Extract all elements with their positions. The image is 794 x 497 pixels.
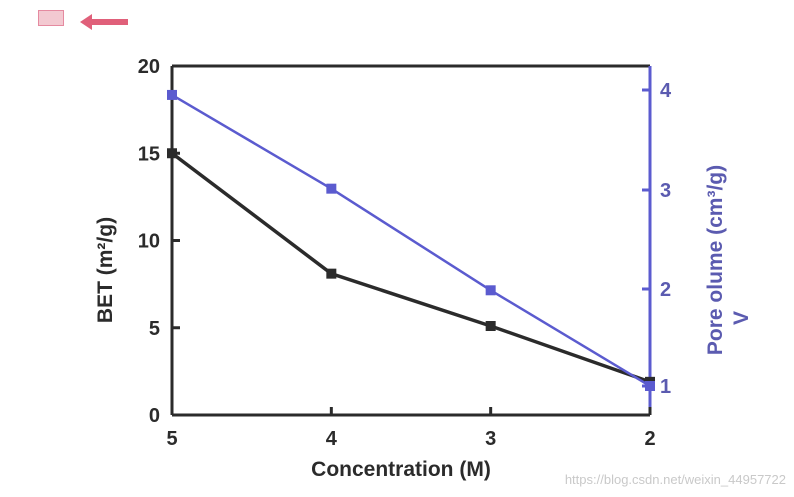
x-tick-label-4: 4 [326, 428, 338, 450]
series-layer [167, 89, 655, 391]
y2-tick-label-4: 4 [660, 80, 672, 102]
y-axis-title: BET (m²/g) [94, 217, 117, 323]
series-0-point-1 [326, 268, 337, 279]
series-1-point-2 [485, 285, 496, 296]
y2-tick-label-1: 1 [660, 376, 671, 398]
y2-tick-label-2: 2 [660, 279, 671, 301]
x-tick-label-3: 3 [485, 428, 496, 450]
x-tick-label-5: 5 [166, 428, 177, 450]
y-tick-label-10: 10 [138, 231, 160, 253]
series-0-point-2 [485, 321, 496, 332]
y-tick-label-15: 15 [138, 143, 160, 165]
y-tick-label-20: 20 [138, 56, 160, 78]
y2-tick-label-3: 3 [660, 180, 671, 202]
watermark: https://blog.csdn.net/weixin_44957722 [564, 472, 786, 487]
series-1-point-0 [167, 89, 177, 100]
series-0-point-0 [167, 148, 177, 159]
series-1-point-1 [326, 183, 337, 194]
corner-label-icon [38, 10, 64, 26]
series-line-0 [170, 151, 651, 384]
series-1-point-3 [645, 381, 655, 391]
x-tick-label-2: 2 [644, 428, 655, 450]
y-tick-label-0: 0 [149, 405, 160, 427]
x-axis-title: Concentration (M) [311, 458, 491, 481]
arrow-icon [80, 14, 128, 30]
y2-axis-title-extra: V [730, 311, 753, 325]
series-line-1 [171, 93, 651, 388]
y2-axis-title: Pore olume (cm³/g) [704, 165, 727, 355]
y-tick-label-5: 5 [149, 318, 160, 340]
